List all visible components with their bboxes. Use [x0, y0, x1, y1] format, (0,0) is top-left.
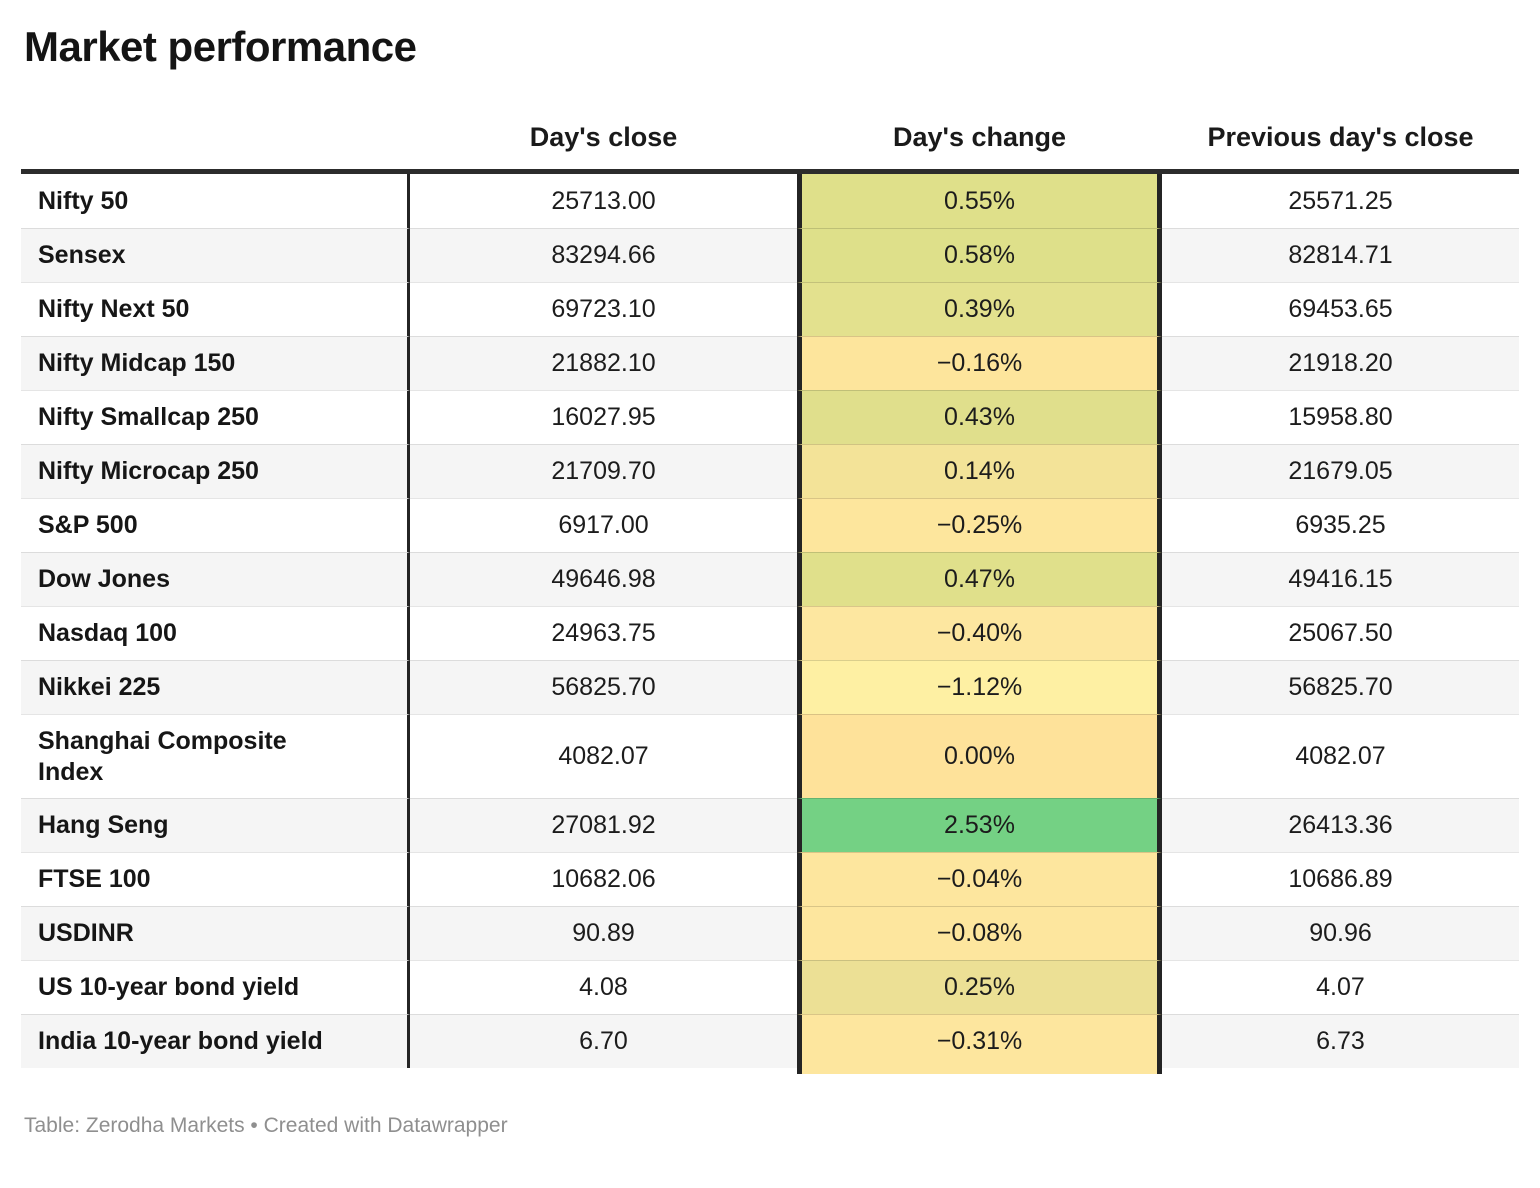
days-change-cell: 0.14% — [797, 444, 1162, 499]
days-change-cell: −0.08% — [797, 906, 1162, 961]
change-column-tail — [21, 1068, 1519, 1075]
previous-close-value: 4082.07 — [1162, 714, 1519, 798]
days-change-cell: 0.00% — [797, 714, 1162, 799]
table-row: Nifty Smallcap 250 16027.95 0.43% 15958.80 — [21, 390, 1519, 445]
days-close-value: 4.08 — [410, 960, 797, 1014]
days-change-cell: −0.40% — [797, 606, 1162, 661]
row-label: Shanghai Composite Index — [21, 714, 410, 799]
chart-container: Market performance Day's close Day's cha… — [0, 23, 1540, 1138]
days-close-value: 6.70 — [410, 1014, 797, 1069]
days-close-value: 69723.10 — [410, 282, 797, 336]
row-label: India 10-year bond yield — [21, 1014, 410, 1069]
days-close-value: 24963.75 — [410, 606, 797, 660]
row-label: Sensex — [21, 228, 410, 283]
days-change-cell: 0.58% — [797, 228, 1162, 283]
page-title: Market performance — [24, 23, 417, 70]
table-row: Sensex 83294.66 0.58% 82814.71 — [21, 228, 1519, 283]
previous-close-value: 69453.65 — [1162, 282, 1519, 336]
table-body: Nifty 50 25713.00 0.55% 25571.25 Sensex 83294… — [21, 174, 1519, 1075]
table-row: S&P 500 6917.00 −0.25% 6935.25 — [21, 498, 1519, 553]
header-previous-days-close: Previous day's close — [1207, 122, 1474, 153]
row-label: Nifty Microcap 250 — [21, 444, 410, 499]
row-label: Nifty 50 — [21, 174, 410, 229]
days-close-value: 6917.00 — [410, 498, 797, 552]
table-row: Nifty 50 25713.00 0.55% 25571.25 — [21, 174, 1519, 229]
attribution-footer: Table: Zerodha Markets • Created with Da… — [24, 1114, 508, 1138]
days-change-cell: 0.47% — [797, 552, 1162, 607]
row-label: Nifty Midcap 150 — [21, 336, 410, 391]
table-row: FTSE 100 10682.06 −0.04% 10686.89 — [21, 852, 1519, 907]
previous-close-value: 49416.15 — [1162, 552, 1519, 607]
days-change-cell: −0.25% — [797, 498, 1162, 553]
row-label: Nifty Smallcap 250 — [21, 390, 410, 445]
table-row: USDINR 90.89 −0.08% 90.96 — [21, 906, 1519, 961]
days-close-value: 56825.70 — [410, 660, 797, 715]
days-close-value: 49646.98 — [410, 552, 797, 607]
table-row: Shanghai Composite Index 4082.07 0.00% 4082… — [21, 714, 1519, 799]
previous-close-value: 10686.89 — [1162, 852, 1519, 906]
previous-close-value: 25571.25 — [1288, 186, 1393, 215]
row-label: Nifty Next 50 — [21, 282, 410, 337]
days-change-cell: 0.39% — [797, 282, 1162, 337]
days-close-value: 21709.70 — [410, 444, 797, 499]
row-label: Hang Seng — [21, 798, 410, 853]
row-label: Nasdaq 100 — [21, 606, 410, 661]
days-change-cell: 2.53% — [797, 798, 1162, 853]
previous-close-value: 90.96 — [1162, 906, 1519, 961]
days-close-value: 16027.95 — [410, 390, 797, 444]
previous-close-value: 15958.80 — [1162, 390, 1519, 444]
previous-close-value: 25067.50 — [1162, 606, 1519, 660]
row-label: Nikkei 225 — [21, 660, 410, 715]
days-change-cell: 0.25% — [797, 960, 1162, 1015]
table-row: Nifty Microcap 250 21709.70 0.14% 21679.05 — [21, 444, 1519, 499]
table-row: Nifty Next 50 69723.10 0.39% 69453.65 — [21, 282, 1519, 337]
row-label: S&P 500 — [21, 498, 410, 553]
days-change-cell: −0.04% — [797, 852, 1162, 907]
days-close-value: 4082.07 — [410, 714, 797, 798]
previous-close-value: 6.73 — [1162, 1014, 1519, 1069]
previous-close-value: 21918.20 — [1162, 336, 1519, 391]
table-row: Hang Seng 27081.92 2.53% 26413.36 — [21, 798, 1519, 853]
table-row: Dow Jones 49646.98 0.47% 49416.15 — [21, 552, 1519, 607]
days-close-value: 90.89 — [410, 906, 797, 961]
days-close-value: 25713.00 — [551, 186, 656, 215]
table-row: Nifty Midcap 150 21882.10 −0.16% 21918.20 — [21, 336, 1519, 391]
table-row: Nasdaq 100 24963.75 −0.40% 25067.50 — [21, 606, 1519, 661]
days-change-cell: 0.55% — [797, 174, 1162, 229]
previous-close-value: 82814.71 — [1162, 228, 1519, 283]
days-change-cell: −0.31% — [797, 1014, 1162, 1069]
row-label: US 10-year bond yield — [21, 960, 410, 1015]
days-change-cell: −0.16% — [797, 336, 1162, 391]
table-row: Nikkei 225 56825.70 −1.12% 56825.70 — [21, 660, 1519, 715]
days-close-value: 83294.66 — [410, 228, 797, 283]
previous-close-value: 56825.70 — [1162, 660, 1519, 715]
days-close-value: 10682.06 — [410, 852, 797, 906]
days-change-cell: 0.43% — [797, 390, 1162, 445]
table-row: India 10-year bond yield 6.70 −0.31% 6.73 — [21, 1014, 1519, 1069]
header-days-close: Day's close — [529, 122, 678, 153]
days-close-value: 21882.10 — [410, 336, 797, 391]
header-rule — [21, 169, 1519, 175]
previous-close-value: 6935.25 — [1162, 498, 1519, 552]
header-days-change: Day's change — [893, 122, 1066, 153]
previous-close-value: 26413.36 — [1162, 798, 1519, 853]
previous-close-value: 21679.05 — [1162, 444, 1519, 499]
days-close-value: 27081.92 — [410, 798, 797, 853]
days-change-cell: −1.12% — [797, 660, 1162, 715]
row-label: USDINR — [21, 906, 410, 961]
row-label: Dow Jones — [21, 552, 410, 607]
table-row: US 10-year bond yield 4.08 0.25% 4.07 — [21, 960, 1519, 1015]
row-label: FTSE 100 — [21, 852, 410, 907]
previous-close-value: 4.07 — [1162, 960, 1519, 1014]
table-header-row: Day's close Day's change Previous day's … — [21, 122, 1519, 169]
